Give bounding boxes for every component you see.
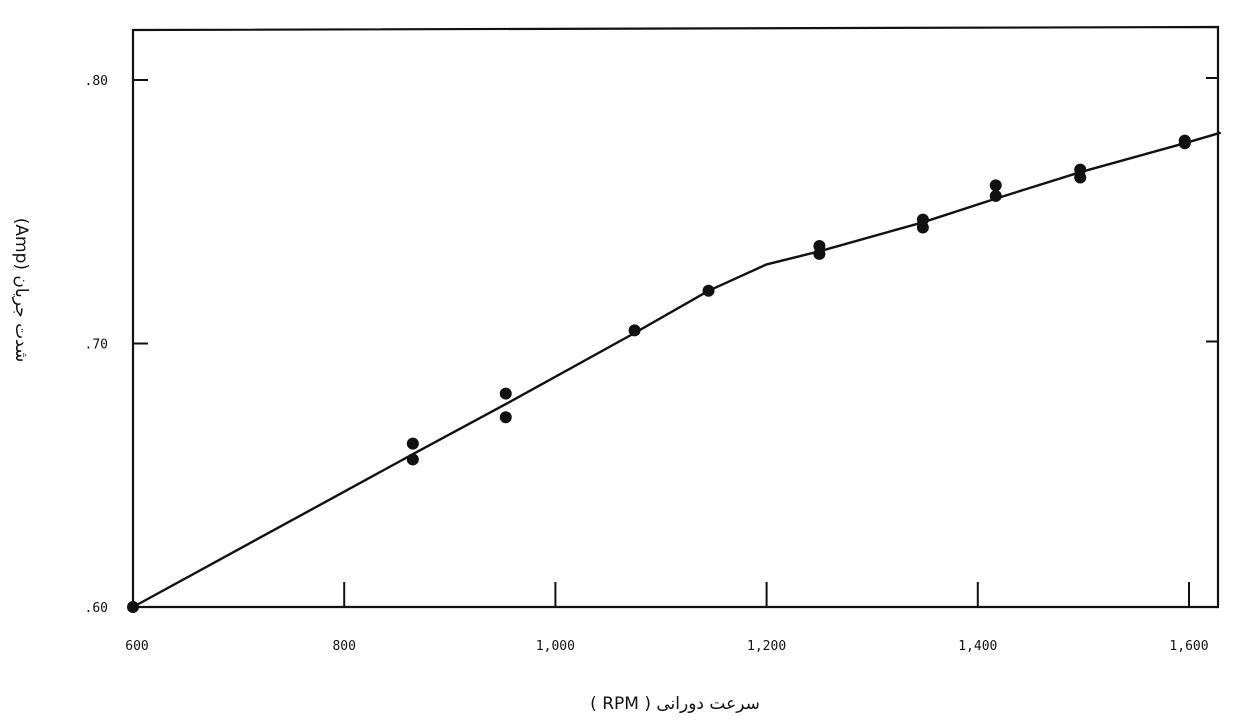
y-tick-labels: .60 .70 .80 bbox=[85, 74, 108, 616]
trend-line bbox=[132, 131, 1222, 609]
data-point bbox=[989, 189, 1002, 202]
data-point bbox=[127, 601, 139, 613]
y-tick-label: .70 bbox=[85, 338, 108, 353]
x-tick-labels: 600 800 1,000 1,200 1,400 1,600 bbox=[125, 639, 1208, 654]
y-axis-title: شدت جریان (Amp) bbox=[11, 218, 31, 363]
plot-frame bbox=[131, 25, 1220, 609]
x-tick-label: 800 bbox=[332, 639, 355, 654]
data-point bbox=[916, 221, 929, 234]
data-point bbox=[406, 453, 419, 466]
axis-ticks bbox=[133, 77, 1218, 607]
x-tick-label: 600 bbox=[125, 639, 148, 654]
y-tick-label: .80 bbox=[85, 74, 108, 89]
data-point bbox=[499, 387, 512, 400]
data-point bbox=[1178, 137, 1191, 150]
data-points bbox=[127, 134, 1191, 613]
x-tick-label: 1,200 bbox=[747, 639, 786, 654]
data-point bbox=[628, 324, 641, 337]
data-point bbox=[989, 179, 1002, 192]
data-point bbox=[702, 284, 715, 297]
x-tick-label: 1,000 bbox=[536, 639, 575, 654]
plot-border bbox=[131, 25, 1220, 609]
x-axis-title: سرعت دورانی ( RPM ) bbox=[590, 694, 760, 714]
data-point bbox=[813, 247, 826, 260]
x-tick-label: 1,600 bbox=[1169, 639, 1208, 654]
x-tick-label: 1,400 bbox=[958, 639, 997, 654]
data-point bbox=[1074, 171, 1087, 184]
y-tick-label: .60 bbox=[85, 601, 108, 616]
trend-line-layer bbox=[132, 131, 1222, 609]
data-point bbox=[406, 437, 419, 450]
data-point bbox=[499, 411, 512, 424]
